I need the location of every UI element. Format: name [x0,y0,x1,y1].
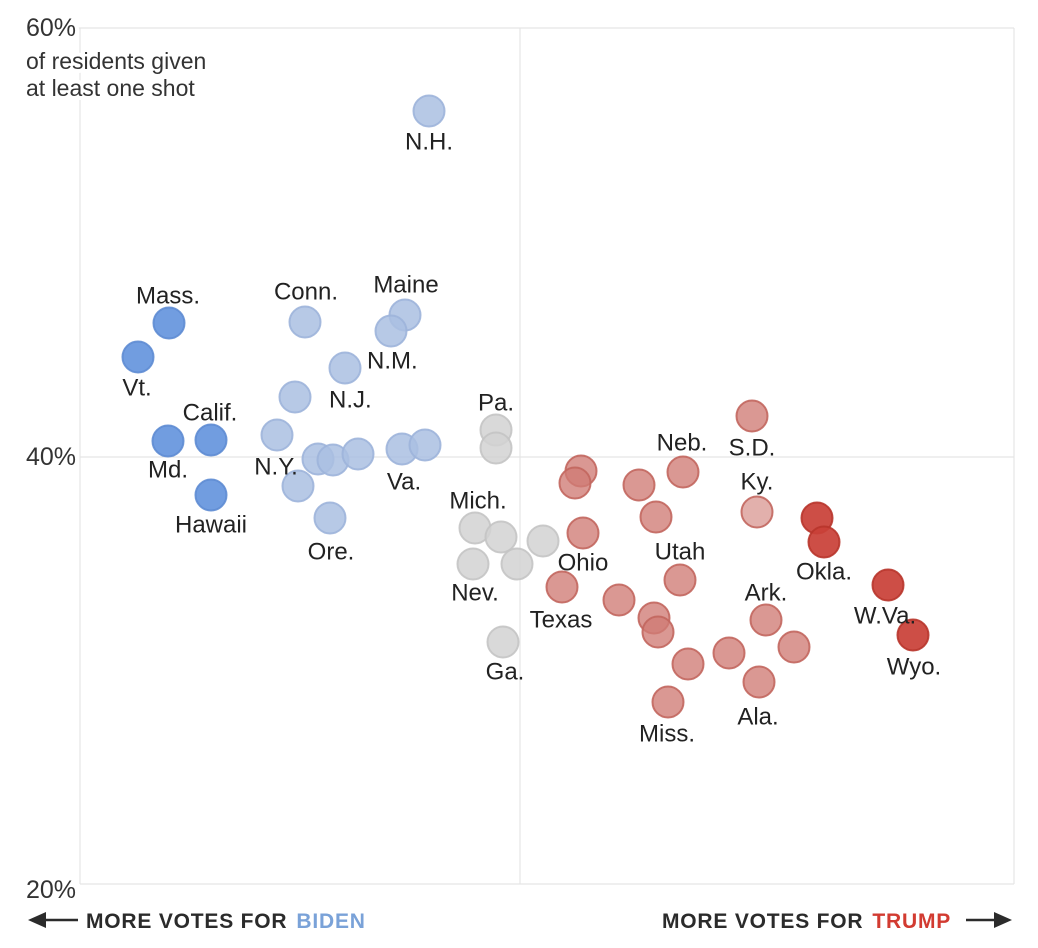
state-label-wva: W.Va. [854,603,916,630]
data-point-unlabeled-state [777,630,811,664]
data-point-unlabeled-state [500,547,534,581]
data-point-unlabeled-state [281,469,315,503]
y-axis-labels: 60% of residents given at least one shot… [22,10,210,908]
data-point-ore [313,501,347,535]
data-point-unlabeled-state [602,583,636,617]
data-point-unlabeled-state [526,524,560,558]
data-point-ky [740,495,774,529]
state-label-ore: Ore. [308,539,355,566]
state-label-nh: N.H. [405,129,453,156]
y-tick-20: 20% [26,876,76,904]
data-point-ohio [566,516,600,550]
data-point-okla [807,525,841,559]
data-point-neb [666,455,700,489]
state-label-ohio: Ohio [558,550,609,577]
state-label-hawaii: Hawaii [175,512,247,539]
state-label-md: Md. [148,457,188,484]
data-point-texas [545,570,579,604]
state-label-ala: Ala. [737,704,778,731]
state-label-ark: Ark. [745,580,788,607]
legend-trump: MORE VOTES FOR TRUMP [662,910,951,933]
data-point-md [151,424,185,458]
biden-arrow-icon [28,912,78,928]
data-point-miss [651,685,685,719]
state-label-maine: Maine [373,272,438,299]
data-point-wyo [896,618,930,652]
data-point-wva [871,568,905,602]
state-label-utah: Utah [655,539,706,566]
state-label-calif: Calif. [183,400,238,427]
data-point-unlabeled-state [408,428,442,462]
trump-arrow-icon [966,912,1012,928]
data-point-unlabeled-state [712,636,746,670]
data-point-unlabeled-state [374,314,408,348]
data-point-ny [260,418,294,452]
data-point-nh [412,94,446,128]
state-label-conn: Conn. [274,279,338,306]
y-tick-60: 60% [26,14,76,42]
state-label-mass: Mass. [136,283,200,310]
data-point-nev [456,547,490,581]
y-tick-40: 40% [26,443,76,471]
data-point-sd [735,399,769,433]
data-point-vt [121,340,155,374]
state-label-wyo: Wyo. [887,654,941,681]
trump-arrow-head [994,912,1012,928]
state-label-okla: Okla. [796,559,852,586]
data-point-unlabeled-state [639,500,673,534]
data-point-hawaii [194,478,228,512]
data-point-unlabeled-state [479,431,513,465]
gridlines [78,27,1015,885]
state-label-nm: N.M. [367,348,418,375]
state-label-miss: Miss. [639,721,695,748]
state-labels-layer: Mass. Vt. Md. Calif. Hawaii N.H. Conn. Maine N.M… [122,129,941,748]
data-point-unlabeled-state [641,615,675,649]
state-label-nj: N.J. [329,387,372,414]
data-point-ark [749,603,783,637]
state-label-texas: Texas [530,607,593,634]
state-label-ga: Ga. [486,659,525,686]
data-point-nj [278,380,312,414]
data-point-mass [152,306,186,340]
legend-biden: MORE VOTES FOR BIDEN [86,910,366,933]
state-label-ky: Ky. [741,469,774,496]
state-label-mich: Mich. [449,488,506,515]
data-point-unlabeled-state [341,437,375,471]
legend-biden-name: BIDEN [296,910,365,933]
data-point-conn [288,305,322,339]
x-axis-legend: MORE VOTES FOR BIDEN MORE VOTES FOR TRUMP [28,910,1012,933]
legend-biden-prefix: MORE VOTES FOR [86,910,287,933]
state-label-va: Va. [387,469,421,496]
state-label-neb: Neb. [657,430,708,457]
state-label-pa: Pa. [478,390,514,417]
data-point-unlabeled-state [484,520,518,554]
state-label-vt: Vt. [122,375,151,402]
biden-arrow-head [28,912,46,928]
data-point-nm [328,351,362,385]
state-label-sd: S.D. [729,435,776,462]
data-point-unlabeled-state [622,468,656,502]
points-layer [121,94,930,719]
data-point-ga [486,625,520,659]
y-axis-subtitle-line1: of residents given [26,48,206,74]
legend-trump-name: TRUMP [872,910,951,933]
data-point-ala [742,665,776,699]
data-point-utah [663,563,697,597]
state-label-ny: N.Y. [254,454,298,481]
data-point-unlabeled-state [671,647,705,681]
data-point-unlabeled-state [558,466,592,500]
data-point-calif [194,423,228,457]
legend-trump-prefix: MORE VOTES FOR [662,910,863,933]
state-label-nev: Nev. [451,580,499,607]
y-axis-subtitle-line2: at least one shot [26,75,195,101]
